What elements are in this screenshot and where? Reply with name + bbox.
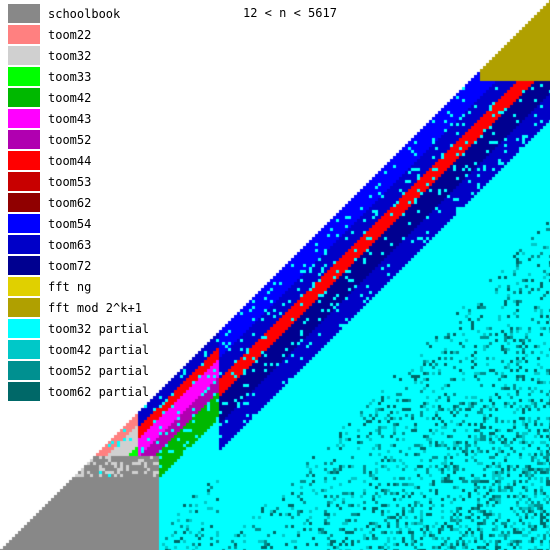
legend-item: toom54 [8, 214, 168, 235]
legend-swatch [8, 172, 40, 191]
legend-swatch [8, 193, 40, 212]
legend-swatch [8, 277, 40, 296]
legend-item: fft ng [8, 277, 168, 298]
legend-label: toom54 [48, 217, 92, 231]
legend-item: toom62 [8, 193, 168, 214]
legend-item: toom63 [8, 235, 168, 256]
legend-label: toom52 [48, 133, 92, 147]
legend-swatch [8, 4, 40, 23]
legend-item: toom53 [8, 172, 168, 193]
legend-swatch [8, 109, 40, 128]
legend-item: fft mod 2^k+1 [8, 298, 168, 319]
legend-swatch [8, 256, 40, 275]
legend-swatch [8, 130, 40, 149]
legend-swatch [8, 67, 40, 86]
legend-swatch [8, 25, 40, 44]
legend-swatch [8, 235, 40, 254]
legend-item: toom32 [8, 46, 168, 67]
legend-item: toom44 [8, 151, 168, 172]
legend-item: toom42 [8, 88, 168, 109]
legend-label: toom52 partial [48, 364, 150, 378]
legend-swatch [8, 361, 40, 380]
legend-label: toom62 partial [48, 385, 150, 399]
legend-swatch [8, 88, 40, 107]
legend-swatch [8, 151, 40, 170]
legend-label: toom42 partial [48, 343, 150, 357]
legend-swatch [8, 319, 40, 338]
legend-swatch [8, 214, 40, 233]
legend-label: schoolbook [48, 7, 121, 21]
legend-label: toom33 [48, 70, 92, 84]
legend-label: toom72 [48, 259, 92, 273]
legend-label: toom22 [48, 28, 92, 42]
legend-swatch [8, 382, 40, 401]
legend-label: toom44 [48, 154, 92, 168]
legend-label: toom53 [48, 175, 92, 189]
legend-swatch [8, 298, 40, 317]
legend-item: toom42 partial [8, 340, 168, 361]
legend-label: fft mod 2^k+1 [48, 301, 142, 315]
legend-item: toom33 [8, 67, 168, 88]
legend-label: toom32 partial [48, 322, 150, 336]
legend-label: toom42 [48, 91, 92, 105]
legend-label: toom63 [48, 238, 92, 252]
legend-item: toom62 partial [8, 382, 168, 403]
legend-item: toom72 [8, 256, 168, 277]
legend-swatch [8, 46, 40, 65]
legend-label: toom62 [48, 196, 92, 210]
legend: schoolbook toom22 toom32 toom33 toom42 toom43… [8, 4, 168, 403]
legend-item: toom52 partial [8, 361, 168, 382]
legend-item: toom32 partial [8, 319, 168, 340]
legend-swatch [8, 340, 40, 359]
chart-title: 12 < n < 5617 [243, 6, 337, 20]
legend-label: toom32 [48, 49, 92, 63]
legend-label: toom43 [48, 112, 92, 126]
legend-item: toom52 [8, 130, 168, 151]
legend-item: toom43 [8, 109, 168, 130]
legend-label: fft ng [48, 280, 92, 294]
legend-item: toom22 [8, 25, 168, 46]
legend-item: schoolbook [8, 4, 168, 25]
